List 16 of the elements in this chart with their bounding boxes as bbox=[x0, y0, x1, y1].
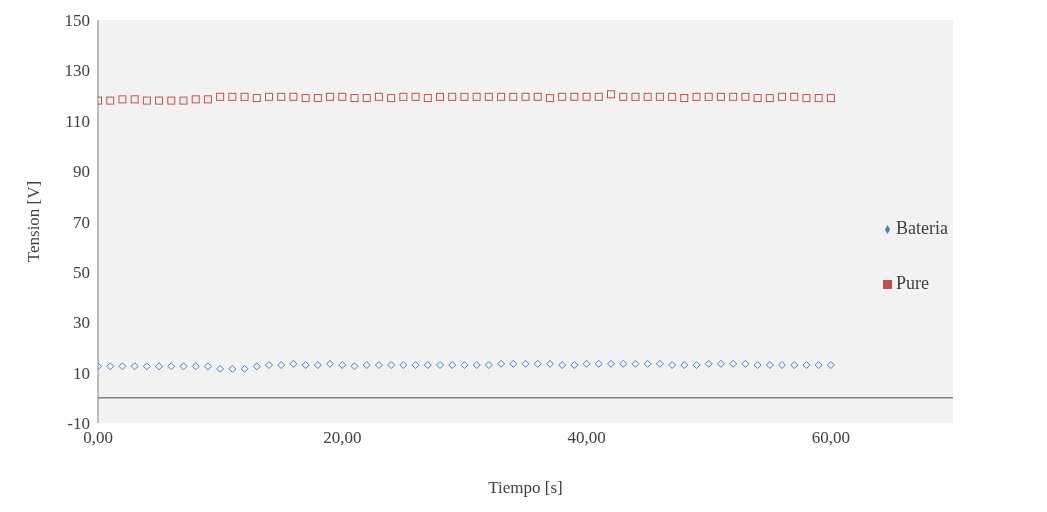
y-tick-label: 50 bbox=[73, 262, 90, 282]
y-tick-label: 10 bbox=[73, 363, 90, 383]
y-axis-title: Tension [V] bbox=[24, 180, 44, 263]
y-tick-label: 110 bbox=[65, 111, 90, 131]
y-tick-label: 90 bbox=[73, 162, 90, 182]
x-tick-label: 20,00 bbox=[323, 428, 362, 448]
x-axis-title: Tiempo [s] bbox=[488, 478, 563, 497]
y-tick-label: 70 bbox=[73, 212, 90, 232]
x-tick-label: 0,00 bbox=[83, 428, 113, 448]
legend-label: Bateria bbox=[896, 217, 948, 238]
legend-label: Pure bbox=[896, 272, 930, 293]
y-tick-label: 30 bbox=[73, 313, 90, 333]
y-tick-label: 150 bbox=[64, 11, 90, 31]
x-tick-label: 60,00 bbox=[811, 428, 850, 448]
x-tick-label: 40,00 bbox=[567, 428, 606, 448]
y-tick-label: 130 bbox=[64, 61, 90, 81]
